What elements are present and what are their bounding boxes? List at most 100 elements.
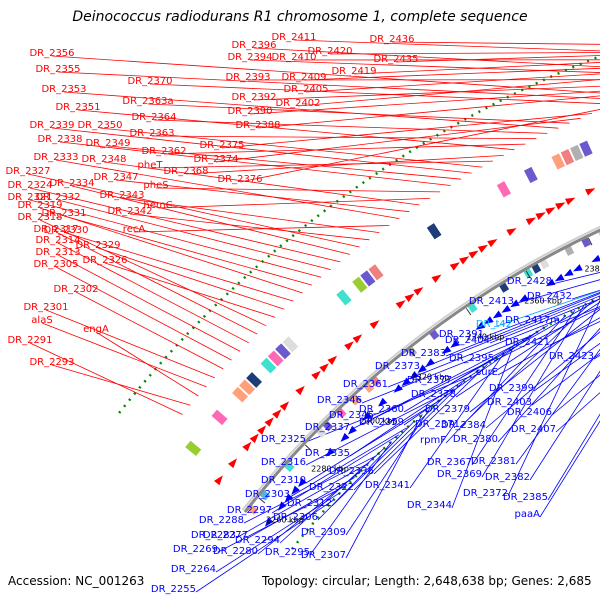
plus-gene-arrow	[264, 417, 274, 427]
gene-label-plus: DR_2334	[49, 178, 94, 189]
minus-gene-arrow	[278, 501, 287, 511]
leader-line	[29, 199, 322, 278]
leader-line	[163, 143, 526, 155]
gene-label-minus: DR_2325	[261, 434, 306, 445]
minus-gene-arrow	[519, 294, 529, 302]
plus-gene-arrow	[555, 202, 566, 210]
gene-label-plus: DR_2410	[271, 52, 316, 63]
leader-line	[551, 272, 600, 285]
leader-line	[27, 173, 360, 248]
gene-label-plus: DR_2305	[33, 259, 78, 270]
minus-gene-arrow	[298, 477, 307, 488]
gene-label-minus: DR_2383	[401, 348, 446, 359]
plus-gene-arrow	[214, 475, 223, 486]
gene-label-minus: DR_2391	[439, 329, 484, 340]
plus-gene-arrow	[404, 293, 415, 303]
gene-label-plus: DR_2363a	[122, 96, 173, 107]
leader-line	[235, 462, 370, 539]
minus-gene-arrow	[362, 411, 372, 421]
gene-label-minus: DR_2341	[365, 480, 410, 491]
tick-label: 2360 kbp	[524, 296, 562, 305]
plus-gene-arrow	[369, 320, 380, 330]
plus-gene-arrow	[449, 262, 460, 271]
feature-block-outer	[232, 386, 248, 403]
gene-label-plus: DR_2342	[107, 206, 152, 217]
leader-line	[51, 127, 472, 174]
leader-line	[45, 309, 215, 379]
feature-block-outer	[551, 153, 566, 170]
minus-gene-arrow	[591, 254, 600, 263]
tick-label: 2340 kbp	[467, 333, 505, 342]
gene-label-plus: DR_2375	[199, 140, 244, 151]
gene-label-minus: DR_2303	[245, 489, 290, 500]
leader-line	[297, 79, 600, 107]
leader-line	[549, 320, 600, 346]
gene-label-minus: DR_2255	[151, 584, 196, 595]
leader-line	[353, 62, 600, 75]
feature-color-blocks	[185, 140, 600, 515]
leader-line	[249, 59, 600, 73]
leader-line	[57, 199, 331, 270]
minus-gene-arrow	[484, 316, 494, 325]
gene-label-plus: DR_2319	[17, 200, 62, 211]
gene-label-minus: DR_2367	[427, 457, 472, 468]
gene-label-plus: DR_2338	[37, 134, 82, 145]
label-leader-lines	[27, 39, 600, 593]
gene-label-minus: DR_2269	[173, 544, 218, 555]
gene-label-minus: DR_2399	[489, 383, 534, 394]
plus-gene-arrow	[344, 341, 354, 351]
leader-line	[469, 308, 600, 413]
leader-line	[455, 301, 600, 398]
gene-label-plus: DR_2329	[75, 240, 120, 251]
gene-label-minus: DR_2407	[511, 424, 556, 435]
leader-line	[71, 185, 350, 255]
gene-label-minus: DR_2346	[317, 395, 362, 406]
leader-line	[65, 232, 294, 302]
minus-gene-arrow	[326, 447, 335, 457]
leader-line	[157, 198, 430, 209]
minus-gene-arrow	[378, 397, 388, 407]
gene-label-plus: DR_2317	[33, 224, 78, 235]
leader-line	[155, 187, 441, 193]
gene-label-minus: paaA	[515, 509, 541, 520]
gene-label-minus: DR_2379	[425, 404, 470, 415]
gene-label-minus: DR_2413	[469, 296, 514, 307]
leader-line	[185, 155, 504, 175]
leader-line	[531, 352, 600, 406]
feature-block-inner	[247, 504, 259, 515]
minus-gene-arrow	[573, 264, 583, 272]
topology-summary: Topology: circular; Length: 2,648,638 bp…	[262, 574, 592, 588]
feature-block-inner	[564, 245, 575, 256]
leader-line	[249, 90, 600, 115]
leader-line	[257, 95, 600, 129]
leader-line	[373, 364, 488, 475]
feature-block-inner	[336, 407, 347, 419]
gene-label-plus: DR_2302	[53, 284, 98, 295]
gene-label-minus: DR_2283	[191, 530, 236, 541]
feature-block-outer	[579, 140, 593, 157]
map-title: Deinococcus radiodurans R1 chromosome 1,…	[72, 9, 528, 25]
leader-line	[215, 492, 341, 573]
feature-block-inner	[581, 237, 591, 248]
gene-label-plus: DR_2370	[127, 76, 172, 87]
gene-label-minus: DR_2309	[301, 527, 346, 538]
leader-line	[115, 179, 410, 213]
plus-gene-arrow	[565, 197, 576, 205]
minus-gene-arrow	[284, 493, 294, 503]
gene-label-minus: DR_2404	[445, 335, 490, 346]
minus-gene-arrow	[340, 432, 350, 442]
feature-block-outer	[523, 166, 538, 184]
leader-line	[555, 392, 600, 433]
leader-line	[395, 55, 600, 63]
gene-label-minus: DR_2310	[261, 475, 306, 486]
gene-label-minus: DR_2280	[213, 546, 258, 557]
gene-label-minus: DR_2380	[453, 434, 498, 445]
leader-line	[151, 135, 537, 140]
leader-line	[551, 374, 600, 416]
gene-label-plus: DR_2362	[141, 146, 186, 157]
gene-label-plus: DR_2420	[307, 46, 352, 57]
gene-label-plus: DR_2350	[77, 120, 122, 131]
gene-label-plus: DR_2347	[93, 172, 138, 183]
plus-gene-arrow	[535, 212, 546, 220]
gene-label-plus: DR_2318	[17, 212, 62, 223]
